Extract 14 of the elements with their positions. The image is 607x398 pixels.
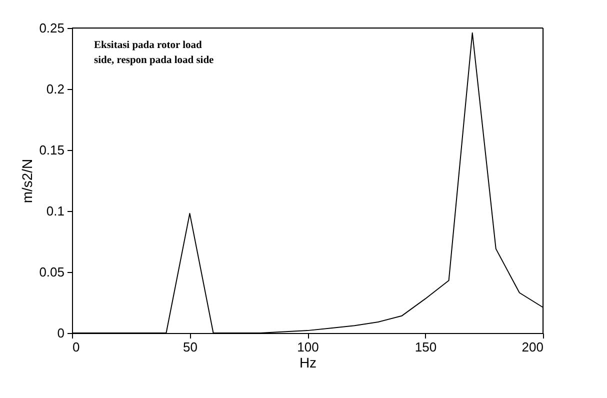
y-tick-label: 0 <box>57 326 64 340</box>
y-tick-label: 0.2 <box>46 82 64 96</box>
x-tick-label: 100 <box>297 340 319 354</box>
x-axis-title: Hz <box>299 354 317 370</box>
x-tick-label: 150 <box>414 340 437 354</box>
x-tick-label: 0 <box>72 340 80 354</box>
y-tick-label: 0.05 <box>39 264 64 280</box>
x-tick-label: 50 <box>183 340 198 354</box>
x-tick-label: 200 <box>522 340 544 354</box>
y-tick-label: 0.1 <box>46 204 64 218</box>
y-axis-title: m/s2/N <box>19 158 36 204</box>
y-tick-label: 0.25 <box>39 20 64 36</box>
annotation: Eksitasi pada rotor load side, respon pada load side <box>94 40 214 66</box>
y-tick-label: 0.15 <box>39 142 64 158</box>
